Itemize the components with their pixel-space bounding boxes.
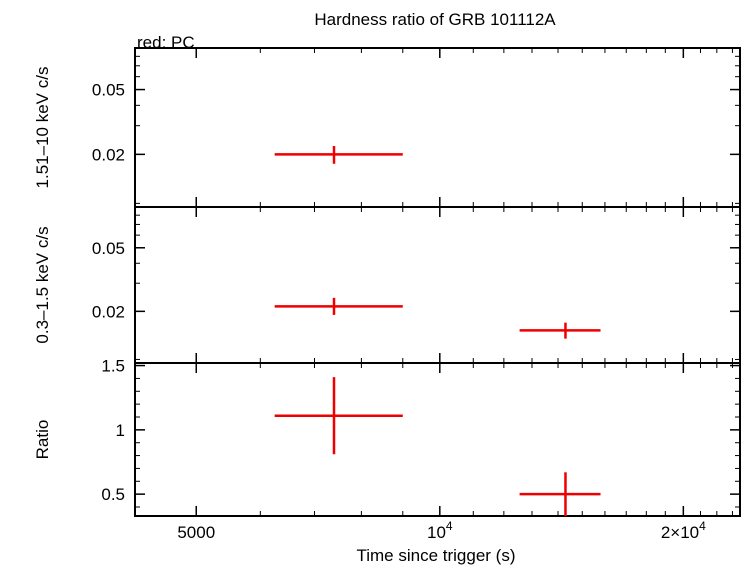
soft-band-panel: 0.02 0.05 0.3–1.5 keV c/s — [33, 206, 741, 364]
x-tick-label-base: 10 — [427, 523, 446, 542]
y-tick-label: 0.05 — [92, 239, 125, 258]
x-tick-label-base: 2×10 — [661, 523, 699, 542]
data-point — [274, 146, 403, 164]
chart-title: Hardness ratio of GRB 101112A — [314, 10, 556, 29]
x-tick-label-base: 5000 — [177, 523, 215, 542]
y-tick-label: 1.5 — [101, 357, 125, 376]
x-tick-label: 5000 — [177, 523, 215, 542]
data-point — [519, 322, 601, 339]
x-tick-label-exponent: 4 — [446, 519, 453, 533]
y-tick-label: 0.05 — [92, 81, 125, 100]
x-tick-label: 104 — [427, 519, 453, 542]
y-axis-label: 1.51–10 keV c/s — [33, 67, 52, 189]
y-tick-label: 0.02 — [92, 145, 125, 164]
y-tick-label: 1 — [116, 421, 125, 440]
panel-frame — [134, 206, 741, 364]
x-axis-label: Time since trigger (s) — [356, 546, 515, 565]
x-tick-label-exponent: 4 — [699, 519, 706, 533]
legend-entry: red: PC — [137, 33, 195, 52]
y-tick-label: 0.5 — [101, 485, 125, 504]
data-point — [519, 472, 601, 516]
y-axis-label: 0.3–1.5 keV c/s — [33, 226, 52, 343]
ratio-panel: 0.5 1 1.5 Ratio — [33, 357, 741, 517]
y-tick-label: 0.02 — [92, 302, 125, 321]
hard-band-panel: 0.02 0.05 1.51–10 keV c/s — [33, 47, 741, 208]
panel-frame — [134, 362, 741, 517]
y-axis-label: Ratio — [33, 420, 52, 460]
data-point — [274, 377, 403, 455]
data-point — [274, 297, 403, 315]
x-tick-label: 2×104 — [661, 519, 706, 542]
panel-frame — [134, 47, 741, 208]
